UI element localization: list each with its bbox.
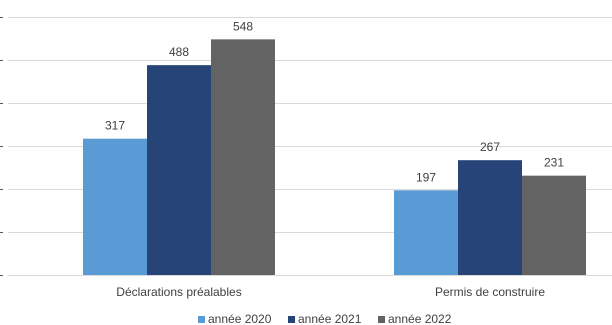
bar-2-2 [458, 160, 522, 275]
category-label-2: Permis de construire [435, 285, 545, 299]
bar-2-1 [394, 190, 458, 275]
bars [83, 39, 586, 275]
bar-1-2 [147, 65, 211, 275]
legend-swatch-2 [288, 316, 295, 323]
bar-2-3 [522, 175, 586, 275]
legend: année 2020 année 2021 année 2022 [198, 312, 452, 325]
legend-label-1: année 2020 [208, 312, 272, 325]
legend-label-3: année 2022 [388, 312, 452, 325]
category-label-1: Déclarations préalables [116, 285, 241, 299]
data-labels: 317 488 548 197 267 231 [105, 19, 564, 184]
legend-swatch-1 [198, 316, 205, 323]
bar-1-3 [211, 39, 275, 275]
category-labels: Déclarations préalables Permis de constru… [116, 285, 545, 299]
data-label-1-3: 548 [233, 19, 253, 33]
legend-label-2: année 2021 [298, 312, 362, 325]
data-label-2-1: 197 [416, 170, 436, 184]
data-label-1-1: 317 [105, 119, 125, 133]
data-label-2-2: 267 [480, 140, 500, 154]
bar-1-1 [83, 138, 147, 275]
data-label-1-2: 488 [169, 45, 189, 59]
data-label-2-3: 231 [544, 156, 564, 170]
legend-swatch-3 [378, 316, 385, 323]
